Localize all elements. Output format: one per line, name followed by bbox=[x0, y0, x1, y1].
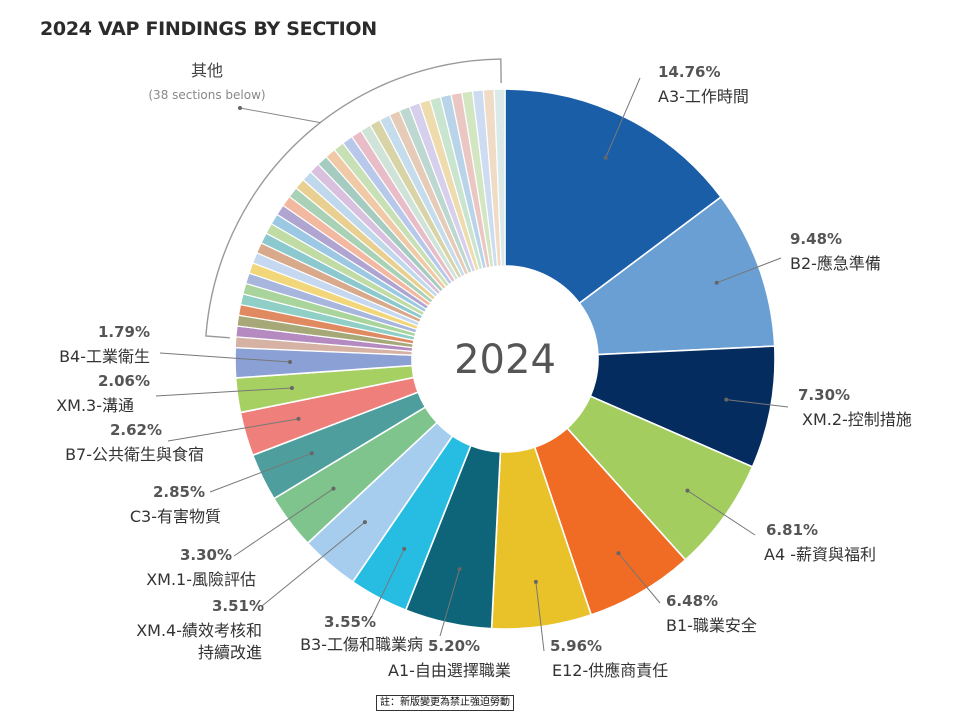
leader-dot-12 bbox=[289, 385, 294, 390]
pct-label-5: 5.96% bbox=[550, 637, 602, 655]
pct-label-2: 7.30% bbox=[798, 386, 850, 404]
leader-dot-1 bbox=[714, 280, 719, 285]
slice-0 bbox=[504, 88, 723, 305]
name-label-7: B3-工傷和職業病 bbox=[300, 635, 423, 654]
leader-line-2 bbox=[726, 399, 789, 408]
leader-line-7 bbox=[371, 548, 405, 617]
name-label-12: XM.3-溝通 bbox=[56, 396, 134, 415]
other-sublabel: (38 sections below) bbox=[148, 88, 265, 102]
leader-dot-7 bbox=[402, 546, 407, 551]
name-label-3: A4 -薪資與福利 bbox=[764, 545, 876, 564]
pct-label-4: 6.48% bbox=[666, 592, 718, 610]
leader-line-5 bbox=[535, 581, 545, 652]
leader-dot-4 bbox=[616, 551, 621, 556]
name-label-13: B4-工業衛生 bbox=[59, 347, 150, 366]
other-slice-37 bbox=[493, 88, 506, 267]
leader-line-9 bbox=[233, 488, 334, 557]
pct-label-7: 3.55% bbox=[324, 613, 376, 631]
pct-label-10: 2.85% bbox=[153, 483, 205, 501]
leader-line-8 bbox=[261, 521, 366, 607]
leader-line-4 bbox=[618, 552, 661, 604]
name-label-11: B7-公共衛生與食宿 bbox=[65, 445, 204, 464]
name-label-0: A3-工作時間 bbox=[658, 87, 749, 106]
other-leader-line bbox=[239, 107, 321, 124]
name-label-9: XM.1-風險評估 bbox=[146, 570, 256, 589]
leader-dot-3 bbox=[685, 488, 690, 493]
leader-dot-8 bbox=[362, 520, 367, 525]
leader-line-12 bbox=[155, 387, 292, 397]
leader-dot-13 bbox=[288, 360, 293, 365]
leader-line-6 bbox=[439, 569, 461, 637]
footnote: 註：新版變更為禁止強迫勞動 bbox=[376, 695, 514, 711]
other-leader-dot bbox=[238, 106, 242, 110]
name-label-6: A1-自由選擇職業 bbox=[388, 661, 511, 680]
leader-line-1 bbox=[716, 257, 782, 284]
pct-label-0: 14.76% bbox=[658, 63, 720, 81]
name-label-8-line0: XM.4-績效考核和 bbox=[136, 621, 262, 640]
pct-label-3: 6.81% bbox=[766, 521, 818, 539]
leader-dot-2 bbox=[724, 397, 729, 402]
pct-label-12: 2.06% bbox=[98, 372, 150, 390]
name-label-8-line1: 持續改進 bbox=[198, 643, 262, 662]
leader-line-10 bbox=[209, 452, 312, 493]
other-label: 其他 bbox=[191, 61, 223, 80]
pct-label-1: 9.48% bbox=[790, 230, 842, 248]
pct-label-13: 1.79% bbox=[98, 323, 150, 341]
slice-1 bbox=[578, 195, 776, 356]
leader-line-3 bbox=[687, 490, 756, 536]
leader-dot-6 bbox=[457, 567, 462, 572]
name-label-5: E12-供應商責任 bbox=[552, 661, 668, 680]
leader-dot-9 bbox=[331, 486, 336, 491]
leader-dot-10 bbox=[309, 451, 314, 456]
pct-label-9: 3.30% bbox=[180, 546, 232, 564]
other-bracket bbox=[205, 58, 502, 339]
chart-title: 2024 VAP FINDINGS BY SECTION bbox=[40, 18, 377, 40]
leader-line-13 bbox=[159, 352, 291, 363]
pct-label-8: 3.51% bbox=[212, 597, 264, 615]
name-label-10: C3-有害物質 bbox=[130, 507, 221, 526]
name-label-1: B2-應急準備 bbox=[790, 254, 881, 273]
leader-dot-0 bbox=[603, 155, 608, 160]
leader-line-0 bbox=[605, 77, 641, 158]
center-label: 2024 bbox=[454, 337, 556, 383]
pct-label-11: 2.62% bbox=[110, 421, 162, 439]
donut-hole bbox=[413, 267, 597, 451]
name-label-4: B1-職業安全 bbox=[666, 616, 757, 635]
leader-dot-5 bbox=[533, 579, 538, 584]
pct-label-6: 5.20% bbox=[428, 637, 480, 655]
leader-dot-11 bbox=[296, 416, 301, 421]
name-label-2: XM.2-控制措施 bbox=[802, 410, 912, 429]
leader-line-11 bbox=[167, 418, 299, 442]
